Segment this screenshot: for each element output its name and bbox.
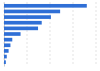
bar [4, 21, 42, 25]
bar [4, 49, 9, 53]
chart [0, 0, 100, 71]
plot [4, 2, 96, 67]
bar [4, 4, 87, 8]
bar [4, 10, 60, 14]
bar [4, 60, 6, 64]
bar [4, 15, 51, 19]
bar [4, 43, 10, 47]
grid-line [73, 2, 74, 66]
grid [4, 2, 96, 66]
bar [4, 38, 12, 42]
bar [4, 32, 21, 36]
bars [4, 4, 87, 64]
bar [4, 27, 38, 31]
bar [4, 55, 7, 59]
grid-line [96, 2, 97, 66]
